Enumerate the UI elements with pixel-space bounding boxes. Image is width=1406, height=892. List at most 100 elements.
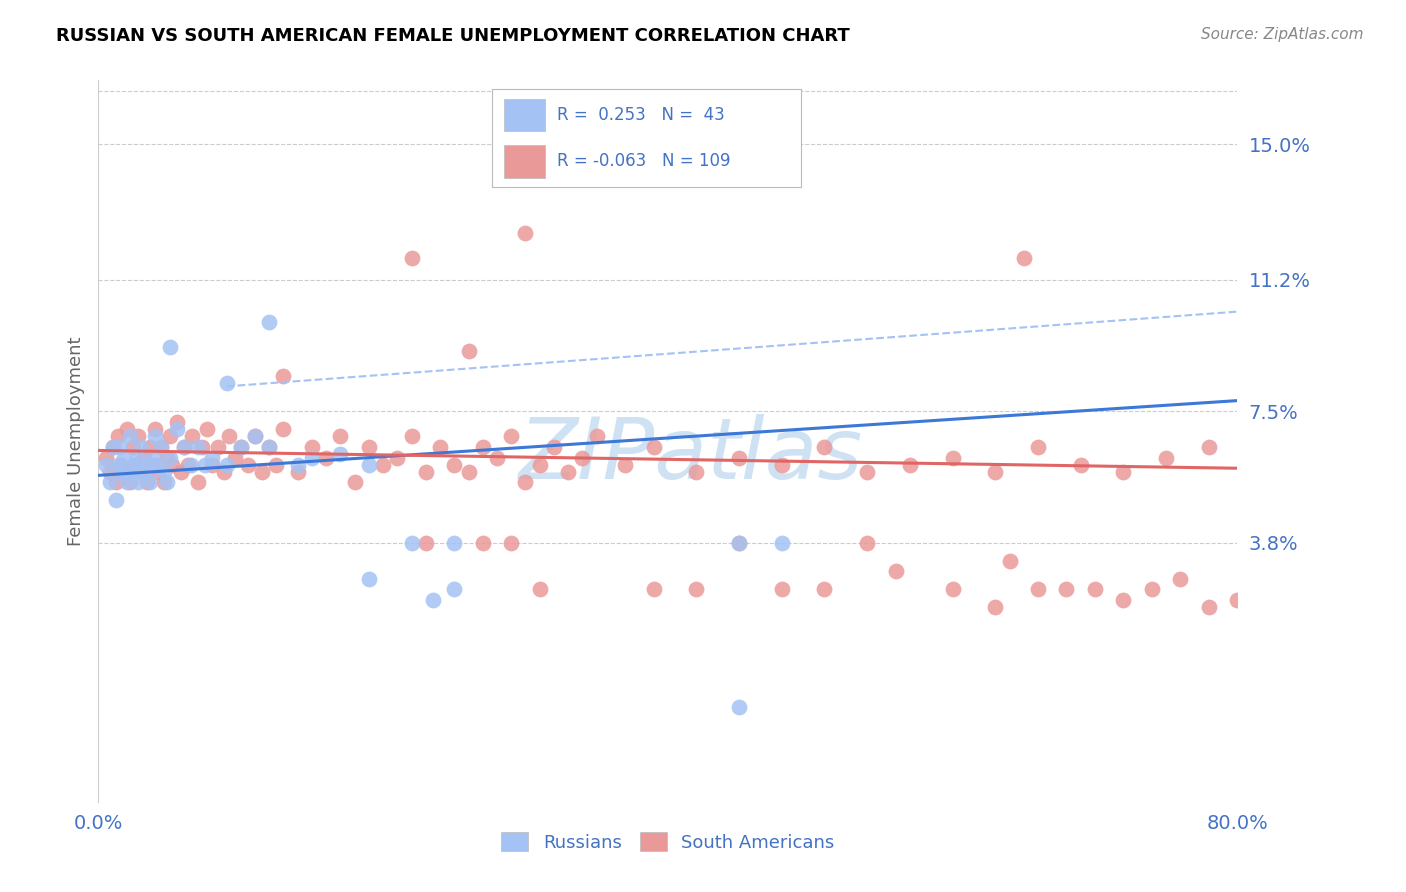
- Point: [229, 440, 252, 454]
- Point: [201, 458, 224, 472]
- Point: [107, 458, 129, 472]
- Point: [884, 565, 907, 579]
- Point: [212, 465, 235, 479]
- Point: [236, 458, 259, 472]
- Point: [373, 458, 395, 472]
- Point: [243, 429, 266, 443]
- Point: [443, 458, 465, 472]
- Text: Source: ZipAtlas.com: Source: ZipAtlas.com: [1201, 27, 1364, 42]
- Point: [357, 458, 380, 472]
- Point: [343, 475, 366, 490]
- Point: [243, 429, 266, 443]
- Text: R = -0.063   N = 109: R = -0.063 N = 109: [557, 153, 731, 170]
- Point: [429, 440, 451, 454]
- Point: [557, 465, 579, 479]
- Point: [224, 450, 246, 465]
- Point: [150, 440, 173, 454]
- Text: ZIPatlas: ZIPatlas: [519, 415, 863, 498]
- Point: [984, 600, 1007, 615]
- Point: [112, 450, 135, 465]
- Point: [813, 440, 835, 454]
- Point: [813, 582, 835, 597]
- Point: [728, 536, 751, 550]
- Point: [643, 440, 665, 454]
- Legend: Russians, South Americans: Russians, South Americans: [494, 825, 842, 859]
- Point: [685, 465, 707, 479]
- Point: [1084, 582, 1107, 597]
- Point: [104, 493, 127, 508]
- Point: [148, 465, 170, 479]
- Point: [159, 429, 181, 443]
- Point: [770, 536, 793, 550]
- Point: [415, 465, 437, 479]
- Point: [571, 450, 593, 465]
- Point: [135, 475, 157, 490]
- Point: [141, 458, 163, 472]
- Point: [856, 536, 879, 550]
- Point: [643, 582, 665, 597]
- Point: [127, 429, 149, 443]
- Point: [301, 450, 323, 465]
- Point: [315, 450, 337, 465]
- Y-axis label: Female Unemployment: Female Unemployment: [66, 337, 84, 546]
- Point: [104, 475, 127, 490]
- Point: [273, 422, 295, 436]
- Point: [1070, 458, 1092, 472]
- Point: [486, 450, 509, 465]
- Point: [173, 440, 195, 454]
- Point: [125, 450, 148, 465]
- Point: [471, 536, 494, 550]
- Point: [942, 582, 965, 597]
- Point: [218, 429, 240, 443]
- Point: [998, 554, 1021, 568]
- Point: [145, 422, 167, 436]
- Point: [94, 450, 117, 465]
- Point: [443, 536, 465, 550]
- Point: [1026, 440, 1049, 454]
- Point: [984, 465, 1007, 479]
- Point: [443, 582, 465, 597]
- Point: [1226, 593, 1249, 607]
- Point: [1026, 582, 1049, 597]
- Point: [1198, 600, 1220, 615]
- Point: [118, 475, 141, 490]
- Point: [685, 582, 707, 597]
- Point: [1154, 450, 1177, 465]
- Point: [728, 450, 751, 465]
- Point: [124, 458, 146, 472]
- Point: [201, 450, 224, 465]
- Point: [301, 440, 323, 454]
- Point: [159, 450, 181, 465]
- FancyBboxPatch shape: [505, 145, 544, 178]
- Point: [215, 458, 238, 472]
- Point: [401, 252, 423, 266]
- Point: [129, 440, 152, 454]
- Point: [357, 572, 380, 586]
- Point: [150, 440, 173, 454]
- Point: [112, 465, 135, 479]
- Point: [181, 429, 204, 443]
- Point: [166, 415, 188, 429]
- Point: [187, 475, 209, 490]
- Point: [529, 582, 551, 597]
- Point: [1140, 582, 1163, 597]
- Point: [471, 440, 494, 454]
- Point: [770, 458, 793, 472]
- Point: [162, 458, 184, 472]
- Point: [122, 465, 145, 479]
- Point: [101, 440, 124, 454]
- Point: [357, 440, 380, 454]
- Point: [1056, 582, 1078, 597]
- Point: [156, 450, 179, 465]
- Point: [1112, 465, 1135, 479]
- Point: [515, 475, 537, 490]
- Point: [515, 227, 537, 241]
- Point: [148, 458, 170, 472]
- Point: [180, 458, 202, 472]
- Point: [138, 440, 160, 454]
- Point: [195, 422, 218, 436]
- Point: [177, 458, 200, 472]
- Point: [856, 465, 879, 479]
- Point: [215, 376, 238, 390]
- Point: [259, 440, 281, 454]
